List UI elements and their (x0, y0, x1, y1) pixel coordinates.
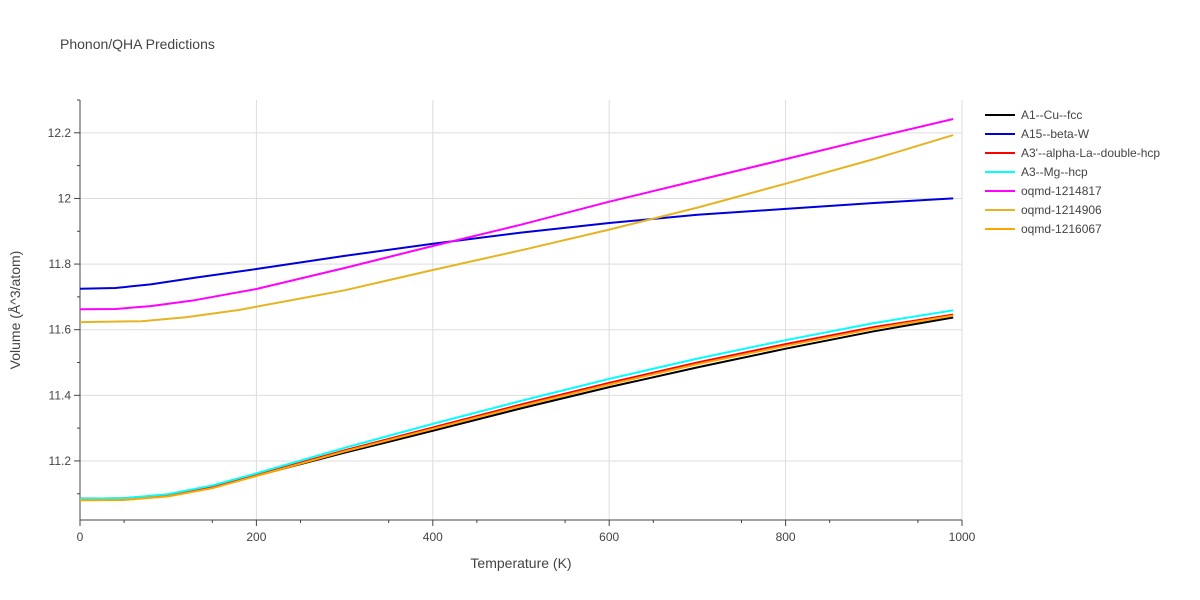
x-tick-label: 1000 (949, 530, 976, 544)
series-line-oqmd-1214906[interactable] (79, 134, 954, 324)
legend-item[interactable]: oqmd-1214817 (985, 181, 1160, 200)
legend-label: A15--beta-W (1021, 126, 1090, 141)
y-tick-label: 11.8 (49, 257, 72, 271)
x-tick-label: 400 (423, 530, 443, 544)
legend-item[interactable]: A1--Cu--fcc (985, 105, 1160, 124)
series-line-A3--Mg--hcp[interactable] (79, 309, 954, 500)
legend-label: A1--Cu--fcc (1021, 107, 1083, 122)
series-line-oqmd-1216067[interactable] (79, 314, 954, 502)
legend-label: A3'--alpha-La--double-hcp (1021, 145, 1161, 160)
x-axis-label: Temperature (K) (470, 555, 571, 571)
series-line-oqmd-1214817[interactable] (79, 118, 954, 311)
y-tick-label: 12.2 (48, 126, 72, 140)
legend: A1--Cu--fcc A15--beta-W A3'--alpha-La--dou… (985, 105, 1160, 238)
legend-item[interactable]: A3--Mg--hcp (985, 162, 1160, 181)
legend-swatch (985, 227, 1015, 230)
chart-title: Phonon/QHA Predictions (60, 36, 215, 52)
y-axis-label: Volume (Å^3/atom) (7, 251, 23, 370)
legend-swatch (985, 170, 1015, 173)
legend-label: A3--Mg--hcp (1021, 164, 1088, 179)
y-tick-label: 11.4 (49, 388, 72, 402)
legend-item[interactable]: A3'--alpha-La--double-hcp (985, 143, 1160, 162)
legend-label: oqmd-1214817 (1021, 183, 1102, 198)
legend-item[interactable]: A15--beta-W (985, 124, 1160, 143)
x-tick-label: 0 (77, 530, 84, 544)
legend-swatch (985, 151, 1015, 154)
series-line-A15--beta-W[interactable] (79, 197, 954, 290)
x-tick-label: 800 (776, 530, 796, 544)
legend-label: oqmd-1216067 (1021, 221, 1102, 236)
legend-item[interactable]: oqmd-1214906 (985, 200, 1160, 219)
legend-item[interactable]: oqmd-1216067 (985, 219, 1160, 238)
legend-swatch (985, 189, 1015, 192)
x-tick-label: 200 (246, 530, 266, 544)
y-tick-label: 11.6 (49, 323, 72, 337)
legend-swatch (985, 113, 1015, 116)
y-tick-label: 11.2 (49, 454, 72, 468)
x-tick-label: 600 (599, 530, 619, 544)
legend-label: oqmd-1214906 (1021, 202, 1102, 217)
y-tick-label: 12 (58, 191, 72, 205)
legend-swatch (985, 208, 1015, 211)
legend-swatch (985, 132, 1015, 135)
